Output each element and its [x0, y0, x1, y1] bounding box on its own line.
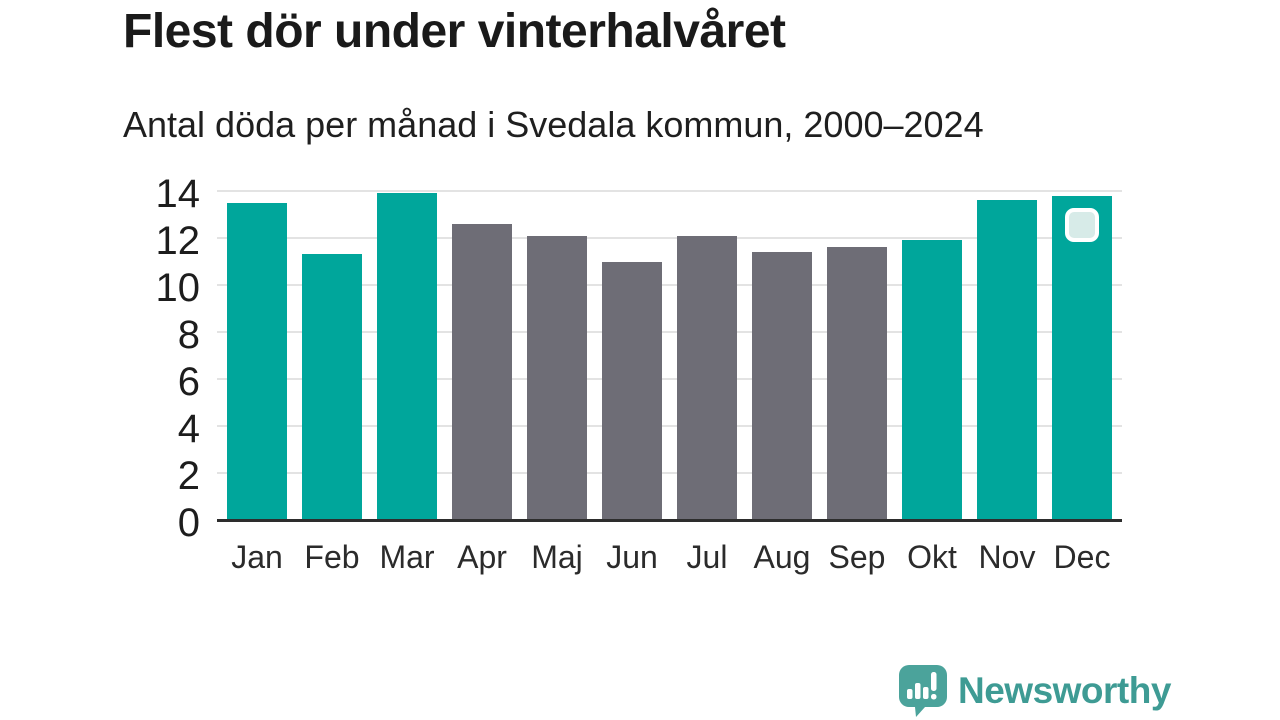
gridline: [217, 237, 1122, 239]
bar-sep[interactable]: [827, 247, 887, 520]
y-axis-tick-label: 8: [177, 313, 200, 357]
gridline: [217, 331, 1122, 333]
y-axis-tick-label: 14: [155, 172, 201, 216]
bar-jun[interactable]: [602, 261, 662, 520]
brand-name-text: Newsworthy: [958, 669, 1171, 711]
x-axis-label-aug: Aug: [753, 539, 811, 575]
x-axis-label-maj: Maj: [531, 539, 583, 575]
plot-area: [217, 190, 1122, 522]
gridline: [217, 378, 1122, 380]
x-axis: Jan Feb Mar Apr Maj Jun Jul Aug Sep Okt Nov Dec: [217, 537, 1122, 577]
y-axis-tick-label: 0: [177, 501, 200, 545]
x-axis-label-jul: Jul: [686, 539, 728, 575]
x-axis-label-jun: Jun: [606, 539, 658, 575]
y-axis: 0 2 4 6 8 10 12 14: [0, 174, 201, 543]
y-axis-tick-label: 2: [177, 454, 200, 498]
bar-mar[interactable]: [377, 193, 437, 520]
highlight-handle-icon[interactable]: [1065, 207, 1099, 242]
x-axis-label-mar: Mar: [379, 539, 435, 575]
newsworthy-logo-icon: [899, 665, 947, 717]
x-axis-label-jan: Jan: [231, 539, 283, 575]
chart-subtitle: Antal döda per månad i Svedala kommun, 2…: [123, 104, 984, 145]
gridline: [217, 190, 1122, 192]
x-axis-label-nov: Nov: [978, 539, 1036, 575]
y-axis-tick-label: 4: [177, 407, 200, 451]
page-title: Flest dör under vinterhalvåret: [123, 5, 786, 58]
bar-okt[interactable]: [902, 240, 962, 520]
newsworthy-brand-link[interactable]: Newsworthy: [898, 664, 1171, 717]
bar-jul[interactable]: [677, 235, 737, 520]
logo-barchart-exclamation-glyph: [907, 672, 937, 700]
x-axis-label-sep: Sep: [828, 539, 886, 575]
bar-aug[interactable]: [752, 252, 812, 520]
bar-apr[interactable]: [452, 223, 512, 520]
bar-jan[interactable]: [227, 202, 287, 520]
y-axis-tick-label: 10: [155, 266, 201, 310]
x-axis-label-okt: Okt: [907, 539, 957, 575]
y-axis-tick-label: 6: [177, 360, 200, 404]
gridline: [217, 472, 1122, 474]
x-axis-label-feb: Feb: [304, 539, 360, 575]
x-axis-baseline: [217, 519, 1122, 522]
bar-feb[interactable]: [302, 254, 362, 520]
y-axis-tick-label: 12: [155, 219, 201, 263]
bar-dec[interactable]: [1052, 195, 1112, 520]
bar-maj[interactable]: [527, 235, 587, 520]
bar-nov[interactable]: [977, 200, 1037, 520]
x-axis-label-dec: Dec: [1053, 539, 1111, 575]
gridline: [217, 284, 1122, 286]
x-axis-label-apr: Apr: [457, 539, 507, 575]
gridline: [217, 425, 1122, 427]
